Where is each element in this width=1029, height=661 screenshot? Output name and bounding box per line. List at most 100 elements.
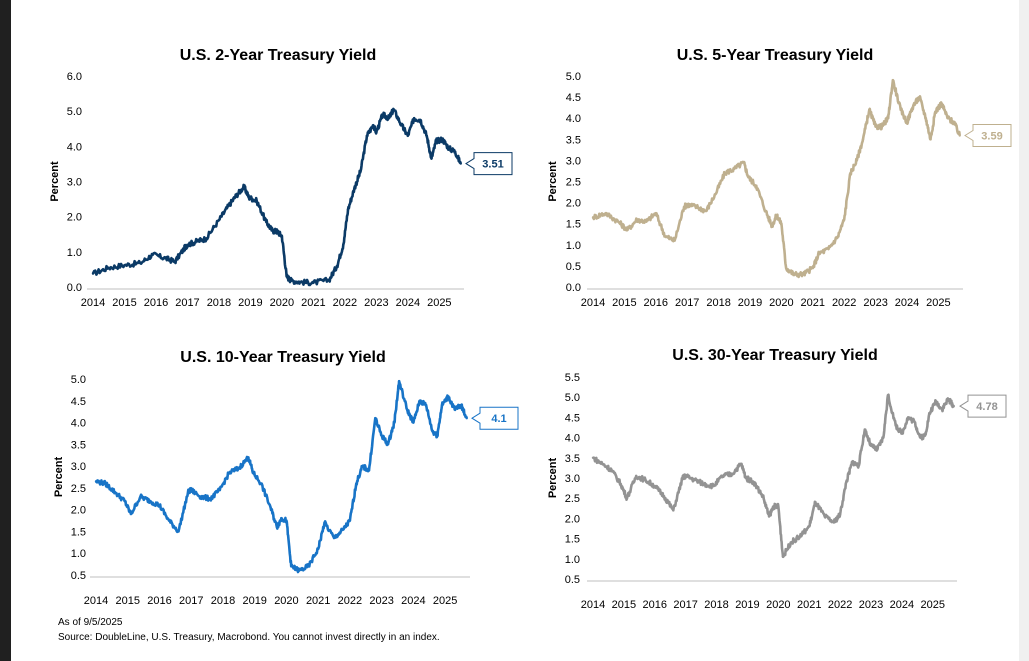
data-point (681, 476, 684, 480)
data-point (190, 488, 193, 492)
data-point (857, 464, 860, 468)
data-point (129, 512, 133, 516)
data-point (591, 216, 595, 219)
y-tick-label: 3.5 (566, 134, 581, 146)
data-point (946, 117, 950, 120)
data-point (447, 395, 450, 398)
series-line (591, 78, 961, 279)
data-point (327, 278, 331, 282)
data-point (94, 480, 98, 483)
x-tick-label: 2022 (832, 297, 856, 309)
y-tick-label: 4.5 (566, 92, 581, 104)
data-point (348, 519, 352, 522)
data-point (645, 220, 648, 223)
data-point (307, 565, 310, 568)
y-tick-label: 4.0 (71, 418, 86, 430)
data-point (952, 404, 955, 408)
data-point (814, 501, 817, 504)
x-tick-label: 2014 (581, 599, 605, 611)
last-value-callout (959, 394, 1007, 418)
y-tick-label: 5.0 (566, 71, 581, 83)
data-point (923, 434, 927, 437)
y-tick-label: 0.0 (566, 282, 581, 294)
data-point (365, 134, 369, 137)
y-tick-label: 1.0 (566, 240, 581, 252)
x-tick-label: 2014 (84, 595, 108, 607)
data-point (430, 157, 433, 160)
data-point (947, 398, 950, 401)
data-point (802, 273, 805, 276)
y-axis-label: Percent (547, 457, 559, 498)
data-point (374, 417, 377, 420)
x-tick-label: 2015 (112, 297, 136, 309)
data-point (924, 117, 928, 120)
data-point (912, 104, 915, 107)
as-of-date: As of 9/5/2025 (58, 617, 123, 628)
data-point (158, 504, 161, 507)
data-point (836, 235, 840, 238)
data-point (355, 482, 358, 485)
data-point (323, 521, 326, 524)
data-point (685, 203, 689, 206)
last-value-callout (471, 406, 519, 430)
x-tick-label: 2024 (401, 595, 425, 607)
data-point (386, 443, 390, 446)
y-tick-label: 4.5 (71, 396, 86, 408)
chart-title: U.S. 30-Year Treasury Yield (672, 347, 877, 364)
data-point (861, 138, 865, 141)
data-point (104, 482, 107, 485)
data-point (928, 412, 931, 415)
data-point (342, 528, 345, 531)
data-point (173, 260, 177, 263)
data-point (781, 555, 785, 558)
data-point (929, 138, 932, 141)
data-point (940, 408, 944, 411)
data-point (228, 471, 231, 474)
y-tick-label: 3.0 (565, 473, 580, 485)
y-tick-label: 4.0 (67, 141, 82, 153)
data-point (195, 240, 199, 243)
data-point (247, 196, 251, 199)
data-point (764, 209, 767, 213)
data-point (447, 146, 450, 150)
x-tick-label: 2018 (706, 297, 730, 309)
data-point (297, 569, 301, 572)
x-tick-label: 2025 (433, 595, 457, 607)
data-point (789, 541, 792, 544)
data-point (299, 280, 302, 284)
data-point (434, 139, 438, 143)
data-point (255, 199, 258, 203)
data-point (673, 239, 676, 242)
data-point (209, 497, 212, 500)
x-tick-label: 2019 (735, 599, 759, 611)
last-value-callout (465, 152, 513, 176)
data-point (712, 484, 715, 488)
data-point (770, 224, 774, 228)
y-tick-label: 3.0 (71, 461, 86, 473)
data-point (772, 505, 775, 508)
data-point (459, 162, 462, 165)
data-point (767, 515, 771, 518)
x-tick-label: 2020 (270, 297, 294, 309)
x-tick-label: 2023 (364, 297, 388, 309)
y-tick-label: 2.5 (566, 177, 581, 189)
data-point (730, 472, 734, 476)
x-tick-label: 2019 (738, 297, 762, 309)
data-point (905, 121, 909, 124)
data-point (900, 432, 904, 435)
data-point (832, 521, 836, 524)
data-point (247, 456, 250, 459)
data-point (412, 117, 416, 120)
data-point (271, 229, 274, 232)
data-point (733, 167, 736, 171)
data-point (419, 118, 422, 122)
data-point (280, 517, 283, 520)
data-point (752, 480, 755, 484)
x-tick-label: 2017 (175, 297, 199, 309)
data-point (186, 243, 189, 246)
y-tick-label: 5.0 (67, 106, 82, 118)
data-point (863, 428, 867, 431)
data-point (359, 169, 362, 173)
